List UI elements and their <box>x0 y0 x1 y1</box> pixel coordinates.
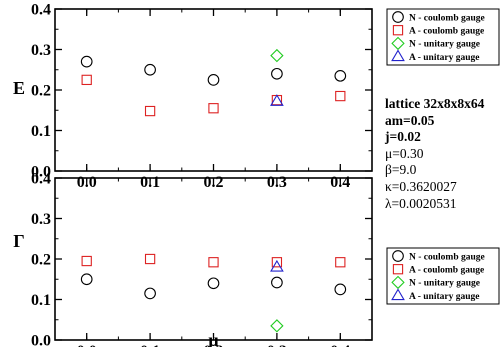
legend-label: A - coulomb gauge <box>409 266 484 276</box>
info-j: j=0.02 <box>385 129 421 145</box>
info-lambda: λ=0.0020531 <box>385 195 457 211</box>
data-point-circle <box>271 67 283 80</box>
legend: N - coulomb gauge A - coulomb gauge N - un… <box>386 8 500 66</box>
data-point-circle <box>207 277 220 290</box>
legend-label: N - unitary gauge <box>409 40 480 50</box>
data-point-triangle <box>270 259 284 272</box>
legend-marker-circle <box>392 11 404 23</box>
data-point-square <box>144 105 156 117</box>
data-point-circle <box>80 273 93 286</box>
y-tick-label: 0.1 <box>31 292 51 309</box>
legend-marker-square <box>392 264 404 275</box>
y-tick-label: 0.0 <box>31 164 51 181</box>
legend-label: A - unitary gauge <box>409 53 479 63</box>
panel-Gamma: 0.0 0.1 0.2 0.3 0.4 0.0 0.1 0.2 0.3 0.4 Γμ N - coul… <box>13 171 500 347</box>
legend-label: N - coulomb gauge <box>409 13 485 23</box>
y-axis-label: E <box>13 78 25 98</box>
data-point-circle <box>80 55 93 68</box>
data-point-square <box>81 255 92 267</box>
info-beta: β=9.0 <box>385 162 417 178</box>
y-tick-label: 0.4 <box>31 171 51 188</box>
x-tick-label: 0.3 <box>267 343 287 347</box>
legend-box <box>386 8 500 66</box>
y-tick-label: 0.4 <box>31 2 51 19</box>
data-point-circle <box>334 283 347 296</box>
y-tick-label: 0.0 <box>31 333 51 347</box>
legend-box <box>386 247 500 305</box>
legend-marker-diamond <box>391 275 405 290</box>
y-tick-label: 0.2 <box>31 83 51 100</box>
data-point-diamond <box>270 48 284 63</box>
legend-label: A - coulomb gauge <box>409 27 484 37</box>
data-point-square <box>208 257 219 268</box>
data-point-triangle <box>270 94 284 106</box>
legend-marker-triangle <box>391 49 405 62</box>
data-point-square <box>335 90 346 102</box>
x-axis-label: μ <box>208 330 218 347</box>
legend-marker-circle <box>392 250 404 262</box>
y-axis-label: Γ <box>13 231 24 251</box>
legend-label: A - unitary gauge <box>409 292 479 302</box>
x-tick-label: 0.0 <box>77 343 97 347</box>
y-tick-label: 0.1 <box>31 123 51 140</box>
x-tick-label: 0.4 <box>330 343 350 347</box>
legend-label: N - unitary gauge <box>409 279 480 289</box>
data-point-square <box>144 253 156 265</box>
data-point-circle <box>207 74 220 86</box>
y-tick-label: 0.3 <box>31 211 51 228</box>
data-point-circle <box>144 63 156 76</box>
data-point-square <box>81 74 92 86</box>
legend-label: N - coulomb gauge <box>409 252 485 262</box>
legend-marker-triangle <box>391 288 405 301</box>
legend-marker-square <box>392 25 404 36</box>
info-mu: μ=0.30 <box>385 145 424 161</box>
x-tick-label: 0.1 <box>140 343 160 347</box>
data-point-circle <box>144 287 156 300</box>
data-point-diamond <box>270 319 284 333</box>
data-point-circle <box>334 69 347 82</box>
legend-marker-diamond <box>391 36 405 51</box>
data-point-square <box>271 257 283 268</box>
y-tick-label: 0.2 <box>31 252 51 269</box>
plot-frame <box>54 8 373 172</box>
parameter-info: lattice 32x8x8x64 am=0.05 j=0.02 μ=0.30 … <box>385 96 484 212</box>
info-lattice: lattice 32x8x8x64 <box>385 96 485 111</box>
info-kappa: κ=0.3620027 <box>385 178 457 194</box>
y-tick-label: 0.3 <box>31 42 51 59</box>
data-point-square <box>208 103 219 114</box>
data-point-circle <box>271 276 283 289</box>
x-tick-label: 0.2 <box>204 343 224 347</box>
legend: N - coulomb gauge A - coulomb gauge N - un… <box>386 247 500 305</box>
plot-frame <box>54 177 373 341</box>
info-am: am=0.05 <box>385 112 435 128</box>
data-point-square <box>335 257 346 268</box>
